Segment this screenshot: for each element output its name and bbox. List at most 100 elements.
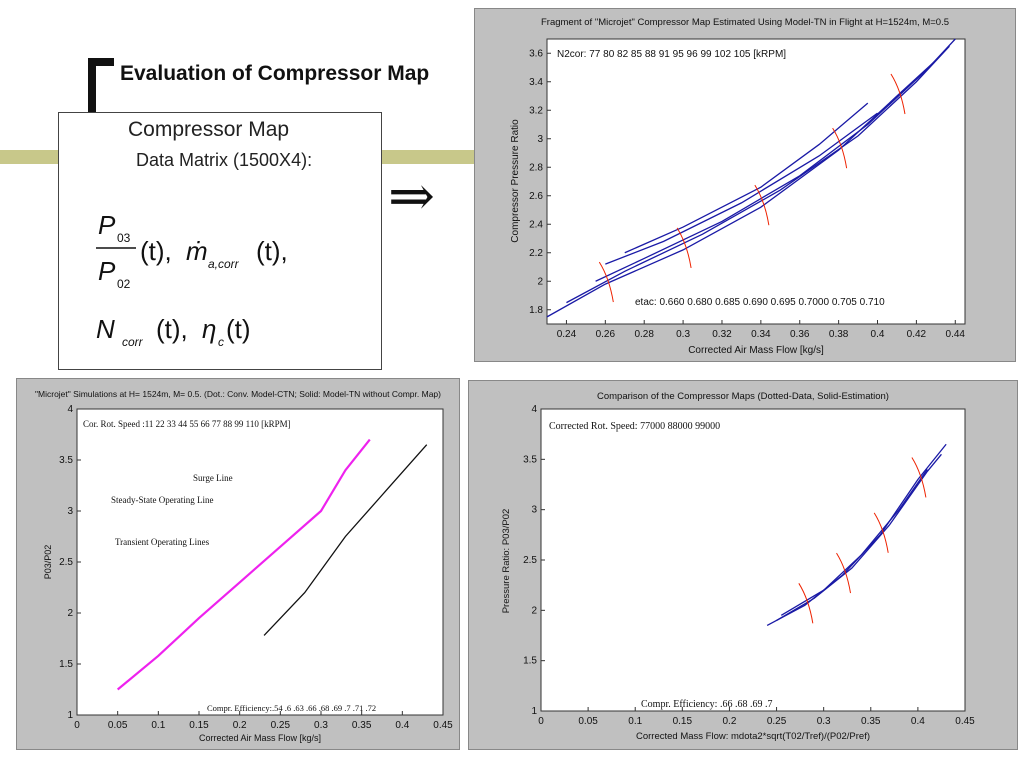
efficiency-curve xyxy=(598,261,614,303)
x-tick-label: 0.3 xyxy=(817,716,831,727)
y-tick-label: 1.5 xyxy=(523,656,537,667)
x-tick-label: 0.25 xyxy=(767,716,787,727)
y-tick-label: 4 xyxy=(531,404,537,415)
svg-text:corr: corr xyxy=(122,335,144,349)
x-axis-label: Corrected Air Mass Flow [kg/s] xyxy=(688,345,824,356)
y-tick-label: 3 xyxy=(531,505,537,516)
y-tick-label: 2.5 xyxy=(59,557,73,568)
y-tick-label: 2.4 xyxy=(529,219,543,230)
svg-text:02: 02 xyxy=(117,277,131,291)
svg-text:(t),: (t), xyxy=(256,236,288,266)
x-tick-label: 0.4 xyxy=(395,720,409,731)
y-tick-label: 3 xyxy=(67,506,73,517)
steady-state-label: Steady-State Operating Line xyxy=(111,495,213,505)
svg-text:(t): (t) xyxy=(226,314,251,344)
x-tick-label: 0.24 xyxy=(557,329,577,340)
series-line xyxy=(116,438,371,691)
plot-area xyxy=(540,408,966,712)
efficiency-curve xyxy=(676,227,692,268)
y-axis-label: Compressor Pressure Ratio xyxy=(510,119,521,243)
speed-annotation: Corrected Rot. Speed: 77000 88000 99000 xyxy=(549,421,720,432)
efficiency-curve xyxy=(754,184,770,226)
y-tick-label: 2.2 xyxy=(529,248,543,259)
svg-text:P: P xyxy=(98,210,116,240)
x-tick-label: 0.35 xyxy=(352,720,372,731)
series-line xyxy=(263,444,428,636)
y-tick-label: 1 xyxy=(67,710,73,721)
x-tick-label: 0.3 xyxy=(314,720,328,731)
svg-text:(t),: (t), xyxy=(156,314,188,344)
box-line-2: Data Matrix (1500X4): xyxy=(136,150,313,170)
y-tick-label: 3.5 xyxy=(59,455,73,466)
series-line xyxy=(546,59,937,318)
chart-title: "Microjet" Simulations at H= 1524m, M= 0… xyxy=(35,389,441,399)
y-tick-label: 3.4 xyxy=(529,77,543,88)
y-tick-label: 3.2 xyxy=(529,105,543,116)
x-tick-label: 0.34 xyxy=(751,329,771,340)
chart-comparison: Comparison of the Compressor Maps (Dotte… xyxy=(501,391,975,742)
x-tick-label: 0.1 xyxy=(628,716,642,727)
svg-text:c: c xyxy=(218,335,224,349)
figure-bottom-left: "Microjet" Simulations at H= 1524m, M= 0… xyxy=(16,378,460,750)
efficiency-annotation: Compr. Efficiency:.54 .6 .63 .66 .68 .69… xyxy=(207,703,376,713)
efficiency-curve xyxy=(836,552,852,594)
x-tick-label: 0.45 xyxy=(955,716,975,727)
figure-top-right: Fragment of "Microjet" Compressor Map Es… xyxy=(474,8,1016,362)
series-line xyxy=(605,112,878,265)
efficiency-annotation: etac: 0.660 0.680 0.685 0.690 0.695 0.70… xyxy=(635,297,885,308)
chart-simulations: "Microjet" Simulations at H= 1524m, M= 0… xyxy=(35,389,453,743)
figure-bottom-right: Comparison of the Compressor Maps (Dotte… xyxy=(468,380,1018,750)
formula: P 03 P 02 (t), ṁ a,corr (t), N corr (t),… xyxy=(96,210,288,349)
y-tick-label: 1.8 xyxy=(529,305,543,316)
x-tick-label: 0.28 xyxy=(634,329,654,340)
y-tick-label: 1.5 xyxy=(59,659,73,670)
y-tick-label: 2.5 xyxy=(523,555,537,566)
plot-area xyxy=(546,38,966,325)
y-axis-label: Pressure Ratio: P03/P02 xyxy=(501,509,512,614)
y-axis-label: P03/P02 xyxy=(43,545,53,580)
svg-text:a,corr: a,corr xyxy=(208,257,240,271)
svg-text:N: N xyxy=(96,314,115,344)
x-tick-label: 0.36 xyxy=(790,329,810,340)
x-tick-label: 0.32 xyxy=(712,329,732,340)
x-tick-label: 0 xyxy=(74,720,80,731)
x-tick-label: 0.05 xyxy=(108,720,128,731)
slide-title: Evaluation of Compressor Map xyxy=(120,62,430,85)
x-tick-label: 0 xyxy=(538,716,544,727)
x-tick-label: 0.38 xyxy=(829,329,849,340)
x-tick-label: 0.45 xyxy=(433,720,453,731)
efficiency-annotation: Compr. Efficiency: .66 .68 .69 .7 xyxy=(641,699,772,710)
transient-label: Transient Operating Lines xyxy=(115,537,210,547)
series-line xyxy=(780,469,928,616)
x-tick-label: 0.15 xyxy=(673,716,693,727)
speed-annotation: Cor. Rot. Speed :11 22 33 44 55 66 77 88… xyxy=(83,419,291,429)
chart-estimated-map: Fragment of "Microjet" Compressor Map Es… xyxy=(510,17,966,356)
x-tick-label: 0.2 xyxy=(233,720,247,731)
x-axis-label: Corrected Mass Flow: mdota2*sqrt(T02/Tre… xyxy=(636,731,870,742)
x-tick-label: 0.25 xyxy=(271,720,291,731)
surge-line-label: Surge Line xyxy=(193,473,233,483)
speed-annotation: N2cor: 77 80 82 85 88 91 95 96 99 102 10… xyxy=(557,49,786,60)
svg-text:03: 03 xyxy=(117,231,131,245)
y-tick-label: 2 xyxy=(537,276,543,287)
x-tick-label: 0.2 xyxy=(722,716,736,727)
efficiency-curve xyxy=(911,457,927,498)
svg-text:(t),: (t), xyxy=(140,236,172,266)
chart-title: Comparison of the Compressor Maps (Dotte… xyxy=(597,391,889,402)
efficiency-curve xyxy=(873,512,889,553)
efficiency-curve xyxy=(832,127,848,169)
y-tick-label: 2.8 xyxy=(529,162,543,173)
x-tick-label: 0.4 xyxy=(871,329,885,340)
data-matrix-box xyxy=(58,112,382,370)
series-line xyxy=(566,45,950,304)
x-axis-label: Corrected Air Mass Flow [kg/s] xyxy=(199,733,321,743)
svg-text:η: η xyxy=(202,314,216,344)
x-tick-label: 0.4 xyxy=(911,716,925,727)
x-tick-label: 0.05 xyxy=(578,716,598,727)
efficiency-curve xyxy=(798,583,814,624)
svg-text:P: P xyxy=(98,256,116,286)
series-line xyxy=(595,38,956,282)
y-tick-label: 2.6 xyxy=(529,191,543,202)
y-tick-label: 3.6 xyxy=(529,48,543,59)
x-tick-label: 0.26 xyxy=(596,329,616,340)
